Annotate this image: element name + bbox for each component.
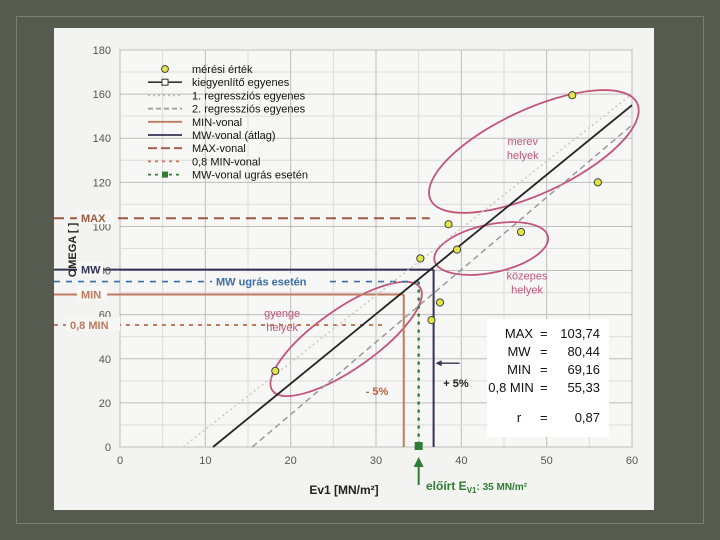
required-value: : 35 MN/m² [476, 482, 527, 493]
required-value-label: előírt EV1: 35 MN/m² [426, 479, 528, 495]
stat-value: 80,44 [567, 344, 600, 359]
legend-label: MW-vonal ugrás esetén [192, 170, 308, 182]
max-label-bg [77, 210, 113, 225]
mw-label: MW [81, 265, 101, 277]
stat-equals: = [540, 380, 548, 395]
legend-label: MW-vonal (átlag) [192, 130, 276, 142]
region-ellipse [428, 89, 640, 214]
x-tick-label: 20 [285, 455, 297, 467]
stat-equals: = [540, 410, 548, 425]
x-tick-label: 60 [626, 455, 638, 467]
stat-equals: = [540, 326, 548, 341]
data-point [416, 254, 425, 263]
stat-value: 0,87 [575, 410, 600, 425]
plus5-label: + 5% [443, 378, 469, 390]
legend-label: MIN-vonal [192, 117, 242, 129]
x-tick-label: 40 [455, 455, 467, 467]
legend-marker [161, 65, 169, 73]
y-tick-label: 0 [105, 442, 111, 454]
mw-jump-label-bg [212, 273, 324, 288]
y-axis-label: OMEGA [ ] [67, 222, 79, 277]
legend-label: kiegyenlítő egyenes [192, 77, 290, 89]
series-line [212, 104, 633, 448]
data-point [453, 245, 462, 254]
omega-ev1-chart: merev helyek közepes helyek gyenge helyek 0 10… [54, 45, 640, 497]
data-point [568, 91, 577, 100]
region-label: helyek [511, 284, 543, 296]
stat-label: r [517, 410, 522, 425]
stat-label: 0,8 MIN [488, 380, 534, 395]
measurement-points [271, 91, 602, 375]
min08-label: 0,8 MIN [70, 320, 109, 332]
stat-equals: = [540, 362, 548, 377]
stat-label: MW [507, 344, 531, 359]
stat-equals: = [540, 344, 548, 359]
min-label: MIN [81, 289, 101, 301]
required-prefix: előírt E [426, 479, 467, 493]
stats-row: 0,8 MIN = 55,33 [488, 380, 600, 395]
annotations: MAX MW MIN 0,8 MIN MW ugrás esetén [66, 210, 324, 332]
x-axis-label: Ev1 [MN/m²] [309, 483, 378, 497]
y-tick-label: 20 [99, 398, 111, 410]
region-label: helyek [507, 150, 539, 162]
regression-lines [182, 93, 633, 448]
mw-jump-label: MW ugrás esetén [216, 277, 307, 289]
y-tick-label: 120 [93, 177, 111, 189]
minus5-label: - 5% [366, 386, 389, 398]
region-label: merev [507, 136, 538, 148]
required-arrow-head [413, 457, 424, 467]
series-line [182, 93, 633, 448]
required-marker [414, 442, 423, 450]
data-point [427, 316, 436, 325]
plus5-arrow-head [435, 360, 442, 367]
min-label-bg [77, 286, 107, 301]
y-tick-label: 140 [93, 133, 111, 145]
data-point [593, 178, 602, 187]
stat-value: 103,74 [560, 326, 600, 341]
region-ellipses: merev helyek közepes helyek gyenge helyek [264, 89, 640, 398]
data-point [435, 298, 445, 307]
legend-label: 0,8 MIN-vonal [192, 156, 260, 168]
legend-label: 2. regressziós egyenes [192, 104, 306, 116]
mw-label-bg [77, 261, 103, 276]
legend-label: 1. regressziós egyenes [192, 90, 306, 102]
stat-label: MIN [507, 362, 531, 377]
y-tick-label: 160 [93, 89, 111, 101]
stats-row: MW = 80,44 [507, 344, 600, 359]
region-ellipse [269, 280, 423, 398]
data-point [271, 366, 280, 375]
data-point [517, 227, 526, 237]
stats-row: MIN = 69,16 [507, 362, 600, 377]
chart-sheet: merev helyek közepes helyek gyenge helyek 0 10… [54, 28, 654, 510]
stat-value: 69,16 [567, 362, 600, 377]
y-tick-label: 180 [93, 45, 111, 57]
region-label: helyek [266, 322, 298, 334]
region-label: gyenge [264, 308, 300, 320]
legend-label: mérési érték [192, 64, 253, 76]
x-tick-label: 50 [541, 455, 553, 467]
legend-square [161, 78, 169, 86]
stats-row: r = 0,87 [517, 410, 600, 425]
stats-row: MAX = 103,74 [505, 326, 600, 341]
stat-value: 55,33 [567, 380, 600, 395]
legend-label: MAX-vonal [192, 143, 246, 155]
min08-label-bg [66, 316, 120, 331]
y-tick-label: 40 [99, 354, 111, 366]
max-label: MAX [81, 213, 106, 225]
x-tick-label: 0 [117, 455, 123, 467]
legend-square [162, 171, 168, 178]
stat-label: MAX [505, 326, 534, 341]
x-tick-label: 30 [370, 455, 382, 467]
slide-border [16, 16, 704, 524]
x-tick-label: 10 [199, 455, 211, 467]
y-tick-label: 100 [93, 221, 111, 233]
required-subscript: V1 [467, 486, 477, 495]
stats-box [487, 319, 609, 437]
series-line [251, 124, 633, 448]
region-label: közepes [507, 270, 548, 282]
data-point [444, 220, 453, 229]
